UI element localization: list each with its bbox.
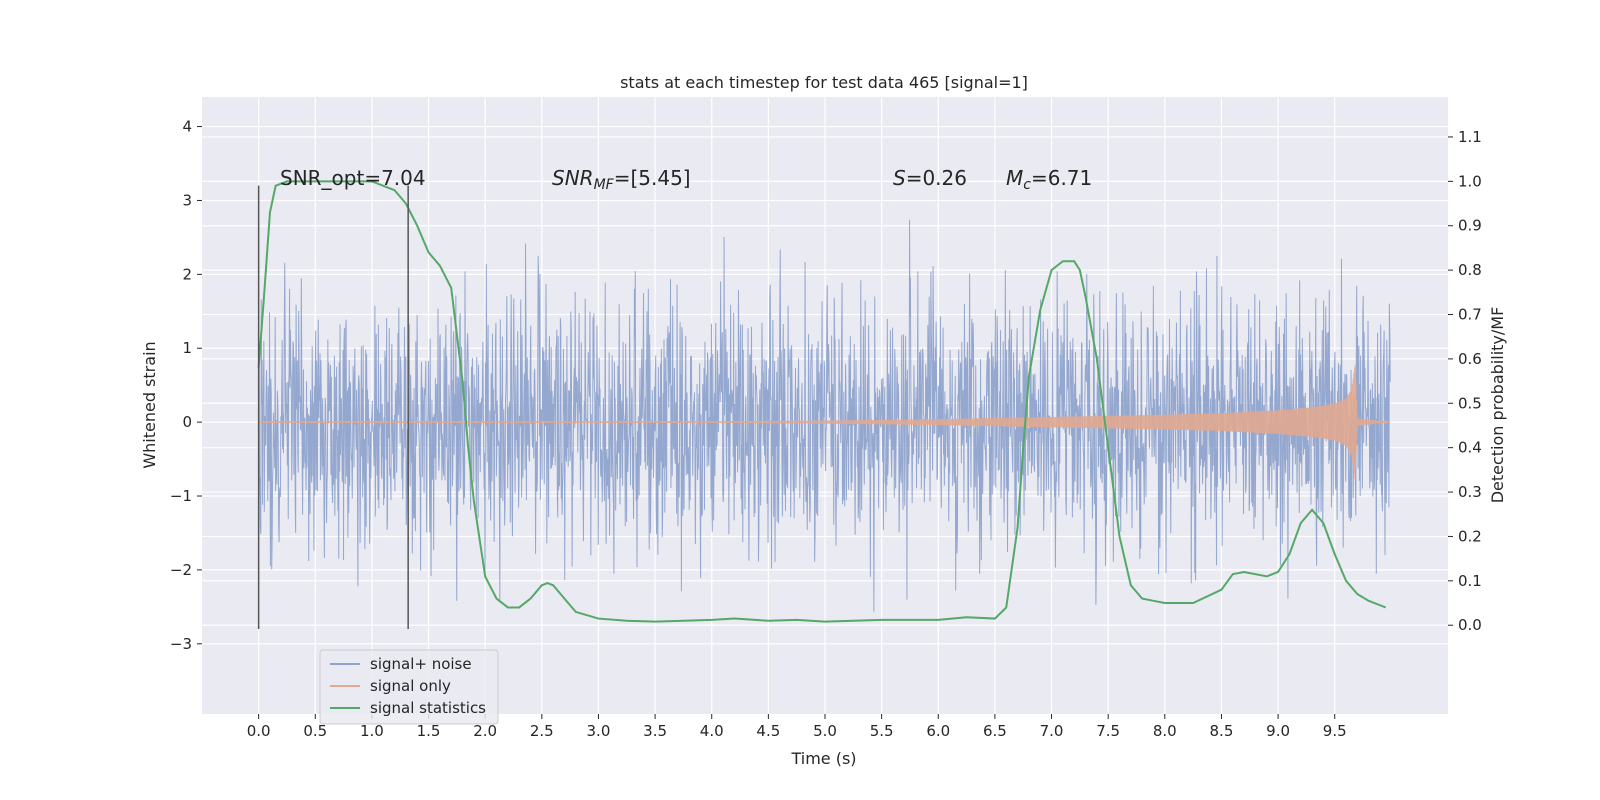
y-right-tick-label: 0.7 [1458,306,1482,324]
x-axis-label: Time (s) [790,749,856,768]
legend-box [319,649,499,725]
annotation-s: S=0.26 [893,166,967,190]
x-tick-label: 4.5 [756,722,780,740]
x-tick-label: 7.5 [1096,722,1120,740]
x-tick-label: 3.5 [643,722,667,740]
y-right-tick-label: 0.8 [1458,261,1482,279]
y-right-tick-label: 0.4 [1458,439,1482,457]
y-right-tick-label: 0.0 [1458,616,1482,634]
y-left-tick-label: 1 [182,339,192,357]
s-symbol: S [893,166,906,190]
y-right-tick-label: 0.9 [1458,217,1482,235]
x-tick-label: 1.0 [360,722,384,740]
y-right-tick-label: 0.3 [1458,483,1482,501]
legend: signal+ noise signal only signal statist… [319,649,499,725]
tick-labels: 0.0 0.5 1.0 1.5 2.0 2.5 3.0 3.5 4.0 4.5 5.0 5.5 6.0 6… [170,118,1482,740]
mc-subscript: c [1023,177,1031,193]
y-right-tick-label: 1.1 [1458,128,1482,146]
mc-value: =6.71 [1031,166,1092,190]
mc-symbol: M [1006,166,1023,190]
x-tick-label: 7.0 [1040,722,1064,740]
y-left-tick-label: −1 [170,487,192,505]
x-tick-label: 5.0 [813,722,837,740]
x-tick-label: 2.5 [530,722,554,740]
annotation-snr-mf: SNRMF=[5.45] [552,166,691,193]
x-tick-label: 8.5 [1210,722,1234,740]
vertical-markers [257,185,409,630]
x-tick-label: 5.5 [870,722,894,740]
x-tick-label: 3.0 [587,722,611,740]
y-right-tick-label: 0.6 [1458,350,1482,368]
snr-mf-subscript: MF [594,177,615,193]
x-tick-label: 8.0 [1153,722,1177,740]
x-tick-label: 4.0 [700,722,724,740]
snr-mf-value: =[5.45] [614,166,691,190]
y-right-tick-label: 1.0 [1458,172,1482,190]
legend-label-signal-noise: signal+ noise [370,655,472,673]
chart-title: stats at each timestep for test data 465… [620,73,1028,92]
x-tick-label: 6.0 [926,722,950,740]
y-right-tick-label: 0.1 [1458,572,1482,590]
y-axis-label-left: Whitened strain [140,341,159,468]
y-axis-label-right: Detection probability/MF [1488,307,1507,504]
y-left-tick-label: 4 [182,118,192,136]
y-right-tick-label: 0.2 [1458,527,1482,545]
x-tick-label: 9.0 [1266,722,1290,740]
x-tick-label: 6.5 [983,722,1007,740]
series-signal-noise-line [258,219,1391,612]
x-tick-label: 2.0 [473,722,497,740]
annotation-snr-opt: SNR_opt=7.04 [280,166,426,190]
legend-label-signal-statistics: signal statistics [370,699,486,717]
series-signal-statistics-line [257,180,1387,623]
data-series [257,180,1391,623]
x-tick-label: 0.0 [247,722,271,740]
series-signal-only-line [258,365,1391,480]
x-tick-label: 0.5 [303,722,327,740]
annotation-mc: Mc=6.71 [1006,166,1092,193]
y-right-tick-label: 0.5 [1458,394,1482,412]
y-left-tick-label: 0 [182,413,192,431]
s-value: =0.26 [906,166,967,190]
y-left-tick-label: 2 [182,265,192,283]
x-tick-label: 9.5 [1323,722,1347,740]
legend-label-signal-only: signal only [370,677,451,695]
snr-mf-symbol: SNR [552,166,594,190]
y-left-tick-label: −2 [170,561,192,579]
y-left-tick-label: −3 [170,635,192,653]
x-tick-label: 1.5 [417,722,441,740]
y-left-tick-label: 3 [182,191,192,209]
